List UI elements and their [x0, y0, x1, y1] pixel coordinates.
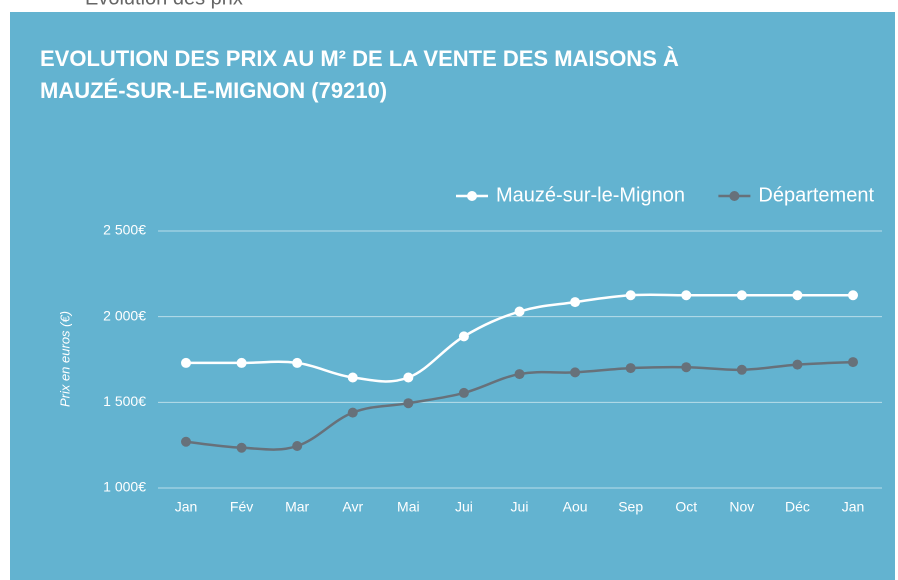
data-point	[347, 407, 358, 418]
data-point	[736, 364, 747, 375]
legend-swatch-dot	[467, 191, 477, 201]
y-axis-label: Prix en euros (€)	[57, 311, 72, 407]
data-point	[625, 363, 636, 374]
data-point	[403, 398, 414, 409]
data-point	[681, 290, 692, 301]
data-point	[792, 359, 803, 370]
legend-label: Département	[758, 184, 874, 206]
chart-title: EVOLUTION DES PRIX AU M² DE LA VENTE DES…	[40, 46, 679, 71]
x-tick-label: Déc	[785, 499, 810, 515]
x-tick-label: Sep	[618, 499, 643, 515]
x-tick-label: Nov	[729, 499, 754, 515]
data-point	[736, 290, 747, 301]
data-point	[403, 372, 414, 383]
data-point	[458, 387, 469, 398]
page-header: Évolution des prix	[85, 0, 243, 9]
x-tick-label: Mar	[285, 499, 309, 515]
x-tick-label: Avr	[342, 499, 363, 515]
x-tick-label: Jan	[175, 499, 198, 515]
data-point	[181, 357, 191, 368]
y-tick-label: 1 000€	[103, 479, 146, 495]
x-tick-label: Aou	[563, 499, 588, 515]
x-tick-label: Jan	[842, 499, 865, 515]
legend-label: Mauzé-sur-le-Mignon	[496, 184, 685, 206]
data-point	[292, 441, 303, 452]
x-tick-label: Mai	[397, 499, 420, 515]
data-point	[792, 290, 803, 301]
x-tick-label: Fév	[230, 499, 253, 515]
data-point	[570, 297, 581, 308]
data-point	[848, 357, 858, 368]
data-point	[848, 290, 858, 301]
data-point	[181, 436, 191, 447]
y-tick-label: 2 000€	[103, 307, 146, 323]
data-point	[570, 367, 581, 378]
legend-swatch-dot	[729, 191, 740, 201]
data-point	[458, 331, 469, 342]
data-point	[292, 357, 303, 368]
data-point	[514, 369, 525, 380]
data-point	[347, 372, 358, 383]
y-tick-label: 2 500€	[103, 222, 146, 238]
x-tick-label: Jui	[455, 499, 473, 515]
data-point	[625, 290, 636, 301]
x-tick-label: Oct	[675, 499, 697, 515]
data-point	[514, 306, 525, 317]
data-point	[236, 442, 247, 453]
data-point	[236, 357, 247, 368]
y-tick-label: 1 500€	[103, 393, 146, 409]
chart-subtitle: MAUZÉ-SUR-LE-MIGNON (79210)	[40, 78, 387, 103]
x-tick-label: Jui	[511, 499, 529, 515]
data-point	[681, 362, 692, 373]
